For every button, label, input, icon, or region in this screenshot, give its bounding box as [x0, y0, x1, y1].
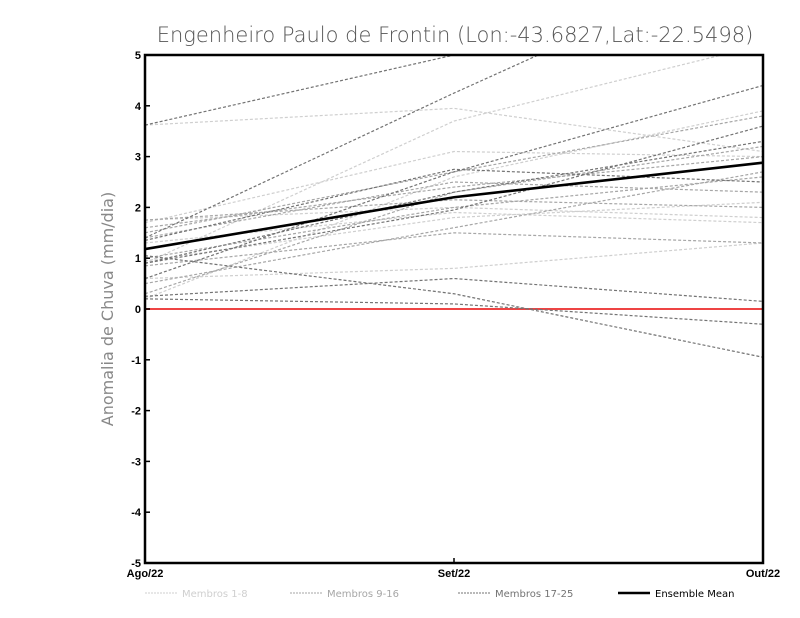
y-tick-label: 2 — [135, 202, 141, 214]
x-tick-label: Set/22 — [438, 568, 470, 580]
y-tick-label: 1 — [135, 253, 141, 265]
member-line-group3 — [145, 84, 763, 280]
legend-label-group2: Membros 9-16 — [327, 589, 399, 600]
y-tick-label: -3 — [131, 456, 141, 468]
member-line-group2 — [145, 156, 763, 229]
ensemble-mean-line — [145, 161, 763, 251]
member-line-group3 — [145, 55, 540, 239]
member-line-group2 — [145, 115, 763, 234]
member-line-group1 — [145, 242, 763, 280]
y-tick-label: -5 — [131, 558, 141, 570]
member-line-group3 — [145, 298, 763, 325]
y-axis-label: Anomalia de Chuva (mm/dia) — [98, 192, 117, 426]
member-line-group2 — [145, 181, 763, 239]
y-tick-label: -4 — [131, 507, 142, 519]
y-tick-label: 0 — [135, 304, 141, 316]
y-tick-label: 3 — [135, 152, 141, 164]
member-line-group1 — [145, 206, 763, 221]
member-line-group3 — [145, 277, 763, 302]
y-tick-label: -1 — [131, 355, 141, 367]
member-line-group3 — [145, 255, 763, 358]
chart-title: Engenheiro Paulo de Frontin (Lon:-43.682… — [157, 23, 754, 47]
y-tick-label: 5 — [135, 50, 141, 62]
member-line-group3 — [145, 125, 763, 264]
member-line-group3 — [145, 140, 763, 264]
legend-label-group3: Membros 17-25 — [495, 589, 573, 600]
member-line-group1 — [145, 150, 763, 224]
member-line-group1 — [145, 55, 725, 264]
member-line-group2 — [145, 232, 763, 267]
member-line-group1 — [145, 211, 763, 244]
legend-label-group1: Membros 1-8 — [182, 589, 248, 600]
member-line-group2 — [145, 176, 763, 259]
legend-label-ensemble-mean: Ensemble Mean — [655, 589, 734, 600]
y-tick-label: 4 — [135, 101, 142, 113]
member-line-group3 — [145, 55, 458, 126]
member-line-group1 — [145, 110, 763, 300]
member-line-group2 — [145, 199, 763, 221]
member-line-group1 — [145, 201, 763, 262]
x-tick-label: Ago/22 — [127, 568, 164, 580]
x-tick-label: Out/22 — [746, 568, 780, 580]
y-tick-label: -2 — [131, 406, 141, 418]
member-line-group3 — [145, 168, 763, 242]
member-line-group1 — [145, 107, 763, 153]
